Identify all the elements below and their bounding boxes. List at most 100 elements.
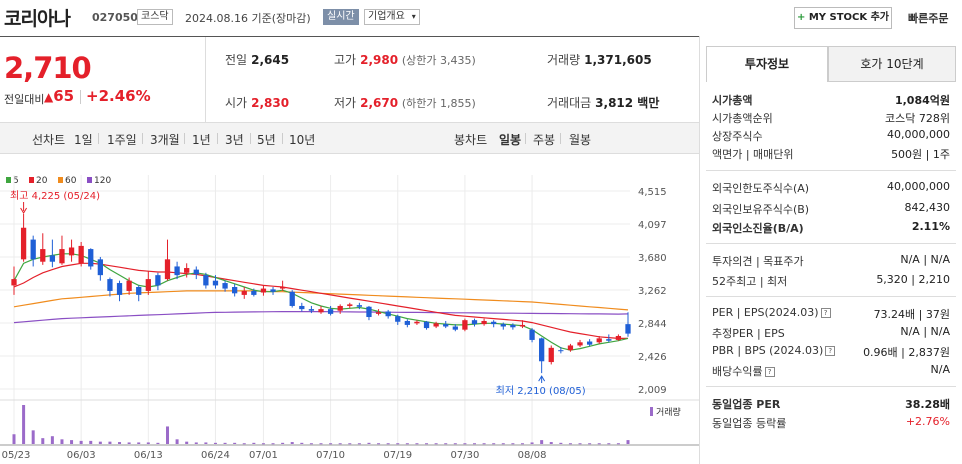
- info-row: 동일업종 PER 38.28배: [712, 396, 950, 412]
- volume-bar: [415, 443, 419, 445]
- realtime-button[interactable]: 실시간: [323, 9, 359, 25]
- company-overview-dropdown[interactable]: 기업개요 ▾: [364, 9, 420, 25]
- y-axis: 4,515 4,097 3,680 3,262 2,844 2,426 2,009: [638, 187, 667, 396]
- quote-date: 2024.08.16 기준(장마감): [185, 12, 311, 25]
- help-icon[interactable]: ?: [820, 308, 831, 318]
- info-row-label: 액면가 | 매매단위: [712, 148, 794, 161]
- info-row: PBR | BPS (2024.03)? 0.96배 | 2,837원: [712, 344, 950, 360]
- add-mystock-label: MY STOCK 추가: [808, 12, 890, 23]
- high-label: 고가: [334, 53, 357, 67]
- volume-legend-label: 거래량: [656, 406, 681, 418]
- ma20-line: [13, 262, 628, 339]
- price-chart[interactable]: 5 20 60 120 최고 4,225 (05/24) 최저 2,210 (08/05…: [0, 155, 700, 464]
- price-summary: 2,710 전일대비 ▲65 +2.46%: [0, 37, 205, 122]
- period-3y[interactable]: 3년: [225, 133, 244, 147]
- volume-bar: [41, 438, 45, 444]
- candle-body: [59, 249, 65, 264]
- prev-value: 2,645: [251, 53, 290, 67]
- candle-body: [232, 286, 238, 294]
- divider: [250, 133, 251, 144]
- volume-bar: [204, 442, 208, 444]
- candle-body: [145, 279, 151, 291]
- info-row-value: 40,000,000: [887, 128, 950, 141]
- candle-body: [107, 279, 113, 291]
- info-row-value: 5,320 | 2,210: [876, 273, 950, 286]
- period-3m[interactable]: 3개월: [150, 133, 180, 147]
- candle-body: [97, 259, 103, 276]
- candle-daily[interactable]: 일봉: [499, 133, 522, 147]
- y-tick-label: 4,515: [638, 187, 667, 198]
- period-5y[interactable]: 5년: [257, 133, 276, 147]
- high-annotation: 최고 4,225 (05/24): [10, 190, 100, 202]
- candle-body: [327, 309, 334, 314]
- volume-bar: [444, 443, 448, 445]
- help-icon[interactable]: ?: [825, 346, 836, 356]
- period-10y[interactable]: 10년: [289, 133, 316, 147]
- candle-body: [270, 289, 276, 292]
- candle-body: [615, 335, 622, 340]
- help-icon[interactable]: ?: [764, 367, 775, 377]
- info-row-label: 52주최고 | 최저: [712, 275, 788, 288]
- candle-monthly[interactable]: 월봉: [569, 133, 592, 147]
- legend-swatch: [29, 177, 34, 183]
- company-overview-label: 기업개요: [368, 11, 405, 22]
- candle-body: [452, 326, 458, 330]
- info-row-value: 73.24배 | 37원: [873, 308, 950, 321]
- volume-bar: [578, 443, 582, 445]
- volume-bar: [271, 443, 275, 445]
- info-row: 외국인소진율(B/A) 2.11%: [712, 220, 950, 236]
- tab-investment-info[interactable]: 투자정보: [706, 46, 828, 82]
- volume-bar: [482, 443, 486, 445]
- candle-body: [519, 324, 526, 327]
- change-label: 전일대비: [4, 93, 45, 106]
- x-tick-label: 06/03: [67, 450, 96, 461]
- volume-bar: [540, 440, 544, 444]
- info-row: 시가총액 1,084억원: [712, 92, 950, 108]
- volume-bar: [492, 443, 496, 445]
- up-triangle-icon: ▲: [44, 90, 54, 104]
- volume-bar: [223, 442, 227, 444]
- candle-weekly[interactable]: 주봉: [533, 133, 556, 147]
- period-1w[interactable]: 1주일: [107, 133, 137, 147]
- volume-bar: [156, 442, 160, 444]
- volume-bar: [108, 441, 112, 444]
- volume-bar: [242, 443, 246, 445]
- candle-body: [548, 347, 554, 363]
- volume-bar: [213, 442, 217, 444]
- x-tick-label: 07/10: [316, 450, 345, 461]
- info-row-value: 38.28배: [905, 398, 950, 411]
- candle-body: [404, 320, 410, 325]
- stock-header: 코리아나 027050 코스닥 2024.08.16 기준(장마감) 실시간 기…: [0, 0, 962, 36]
- period-1d[interactable]: 1일: [74, 133, 93, 147]
- info-row: PER | EPS(2024.03)? 73.24배 | 37원: [712, 306, 950, 322]
- candle-body: [20, 227, 27, 260]
- volume-bar: [520, 443, 524, 445]
- x-axis: 05/23 06/03 06/13 06/24 07/01 07/10 07/19 07/30…: [2, 450, 547, 461]
- volume-bar: [166, 426, 169, 444]
- info-row-label: 시가총액순위: [712, 112, 773, 125]
- info-row-label: 배당수익률?: [712, 363, 775, 379]
- volume-value: 1,371,605: [584, 53, 652, 67]
- divider: [525, 133, 526, 144]
- quick-order-link[interactable]: 빠른주문: [908, 12, 949, 25]
- legend-label: 20: [36, 176, 48, 186]
- candle-body: [88, 249, 94, 267]
- tab-order-book[interactable]: 호가 10단계: [828, 46, 956, 82]
- period-1y[interactable]: 1년: [192, 133, 211, 147]
- y-tick-label: 3,262: [638, 286, 667, 297]
- volume-bar: [233, 442, 237, 444]
- candle-body: [423, 321, 430, 329]
- volume-bar: [89, 440, 93, 444]
- info-row: 외국인한도주식수(A) 40,000,000: [712, 180, 950, 196]
- volume-legend-swatch: [650, 407, 653, 416]
- quote-high: 고가 2,980 (상한가 3,435): [334, 51, 476, 68]
- volume-bar: [357, 443, 361, 445]
- quote-low: 저가 2,670 (하한가 1,855): [334, 94, 476, 111]
- volume-bar: [501, 443, 505, 445]
- volume-bar: [300, 442, 304, 444]
- volume-bars: 거래량: [12, 405, 681, 445]
- legend-swatch: [87, 177, 92, 183]
- add-mystock-button[interactable]: + MY STOCK 추가: [794, 7, 892, 29]
- moving-average-lines: [13, 253, 629, 351]
- info-row-value: 40,000,000: [887, 180, 950, 193]
